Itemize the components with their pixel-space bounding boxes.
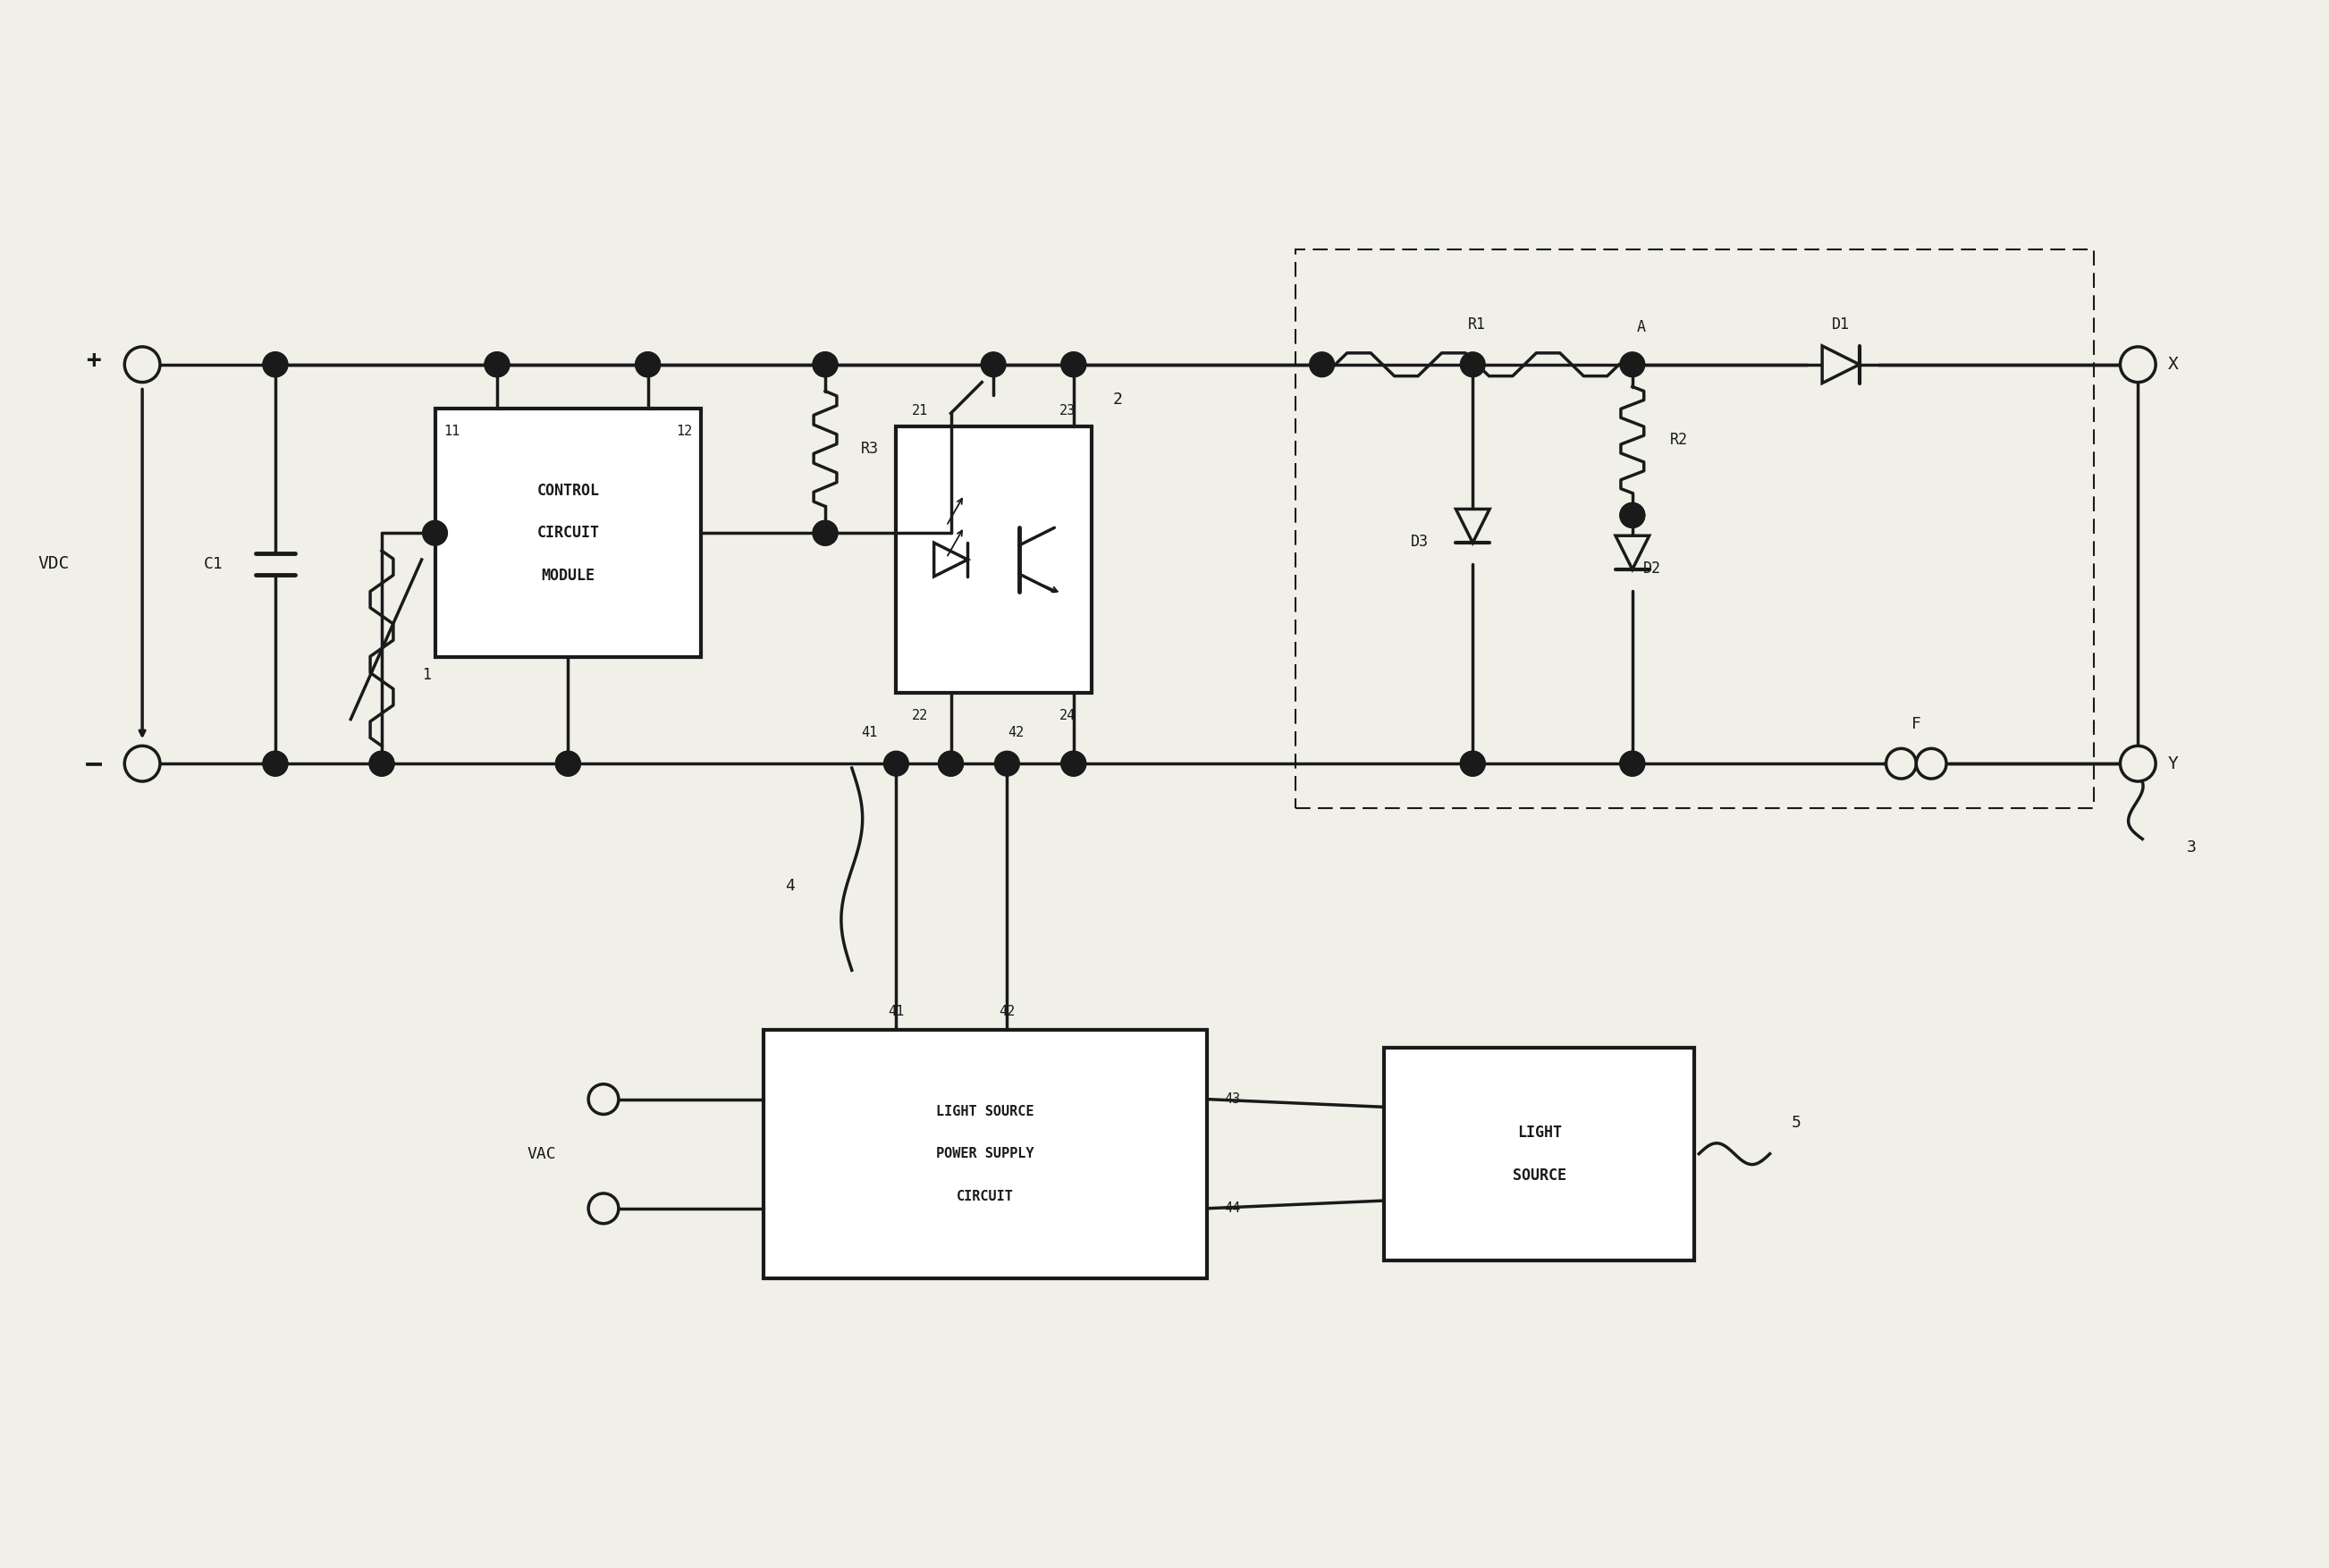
Text: 41: 41: [887, 1005, 904, 1019]
Circle shape: [939, 751, 964, 776]
Text: 41: 41: [862, 726, 878, 739]
Circle shape: [1621, 353, 1644, 376]
Text: 24: 24: [1060, 709, 1076, 721]
Circle shape: [813, 521, 838, 546]
Circle shape: [263, 751, 289, 776]
Text: SOURCE: SOURCE: [1512, 1167, 1565, 1184]
Text: 23: 23: [1060, 405, 1076, 417]
Polygon shape: [1456, 510, 1491, 543]
Circle shape: [1621, 751, 1644, 776]
Text: D2: D2: [1642, 560, 1661, 577]
Bar: [897, 426, 1092, 693]
Circle shape: [589, 1193, 620, 1223]
Text: CIRCUIT: CIRCUIT: [536, 525, 599, 541]
Text: −: −: [84, 750, 102, 778]
Text: 43: 43: [1225, 1093, 1241, 1105]
Polygon shape: [1821, 347, 1859, 383]
Circle shape: [1062, 353, 1085, 376]
Circle shape: [123, 746, 161, 781]
Circle shape: [1460, 751, 1486, 776]
Text: 1: 1: [422, 666, 431, 684]
Text: Y: Y: [2168, 756, 2178, 771]
Circle shape: [1460, 353, 1486, 376]
Text: F: F: [1912, 715, 1921, 732]
Circle shape: [1621, 751, 1644, 776]
Text: R1: R1: [1467, 317, 1486, 332]
Bar: [1295, 249, 2094, 808]
Text: 42: 42: [999, 1005, 1015, 1019]
Circle shape: [484, 353, 510, 376]
Text: X: X: [2168, 356, 2178, 373]
Polygon shape: [934, 543, 967, 577]
Bar: [436, 409, 701, 657]
Text: CIRCUIT: CIRCUIT: [957, 1190, 1013, 1203]
Circle shape: [636, 353, 659, 376]
Circle shape: [484, 353, 510, 376]
Text: 5: 5: [1791, 1115, 1800, 1131]
Text: R2: R2: [1670, 431, 1689, 448]
Text: 11: 11: [445, 425, 461, 437]
Bar: [764, 1030, 1206, 1278]
Circle shape: [1309, 353, 1335, 376]
Circle shape: [1886, 748, 1917, 779]
Circle shape: [370, 751, 394, 776]
Circle shape: [263, 353, 289, 376]
Bar: [1383, 1047, 1696, 1261]
Text: LIGHT SOURCE: LIGHT SOURCE: [936, 1104, 1034, 1118]
Circle shape: [1917, 748, 1947, 779]
Circle shape: [370, 751, 394, 776]
Text: 22: 22: [913, 709, 929, 721]
Text: 3: 3: [2187, 840, 2196, 856]
Text: VDC: VDC: [37, 555, 70, 572]
Circle shape: [981, 353, 1006, 376]
Circle shape: [557, 751, 580, 776]
Circle shape: [1621, 503, 1644, 528]
Text: 21: 21: [913, 405, 929, 417]
Circle shape: [813, 521, 838, 546]
Text: C1: C1: [203, 557, 224, 572]
Text: VAC: VAC: [526, 1146, 557, 1162]
Circle shape: [1062, 751, 1085, 776]
Text: 42: 42: [1008, 726, 1025, 739]
Circle shape: [2119, 746, 2157, 781]
Circle shape: [263, 353, 289, 376]
Text: 44: 44: [1225, 1201, 1241, 1215]
Circle shape: [1062, 353, 1085, 376]
Circle shape: [939, 751, 964, 776]
Text: CONTROL: CONTROL: [536, 483, 599, 499]
Circle shape: [422, 521, 447, 546]
Text: R3: R3: [862, 441, 878, 456]
Polygon shape: [1616, 536, 1649, 569]
Circle shape: [1062, 751, 1085, 776]
Circle shape: [813, 353, 838, 376]
Text: 4: 4: [785, 878, 794, 894]
Text: D1: D1: [1833, 317, 1849, 332]
Text: 12: 12: [675, 425, 692, 437]
Circle shape: [589, 1083, 620, 1115]
Text: POWER SUPPLY: POWER SUPPLY: [936, 1148, 1034, 1160]
Circle shape: [1621, 503, 1644, 528]
Circle shape: [2119, 347, 2157, 383]
Text: LIGHT: LIGHT: [1516, 1124, 1563, 1140]
Circle shape: [994, 751, 1020, 776]
Circle shape: [1460, 751, 1486, 776]
Text: MODULE: MODULE: [540, 568, 594, 583]
Text: D3: D3: [1411, 533, 1428, 550]
Circle shape: [883, 751, 908, 776]
Circle shape: [123, 347, 161, 383]
Text: A: A: [1637, 320, 1647, 336]
Text: 2: 2: [1113, 392, 1123, 408]
Circle shape: [813, 353, 838, 376]
Circle shape: [636, 353, 659, 376]
Text: +: +: [86, 348, 100, 373]
Circle shape: [263, 751, 289, 776]
Circle shape: [557, 751, 580, 776]
